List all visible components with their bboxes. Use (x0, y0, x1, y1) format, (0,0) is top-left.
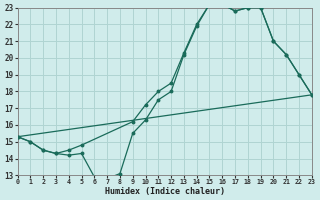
X-axis label: Humidex (Indice chaleur): Humidex (Indice chaleur) (105, 187, 225, 196)
